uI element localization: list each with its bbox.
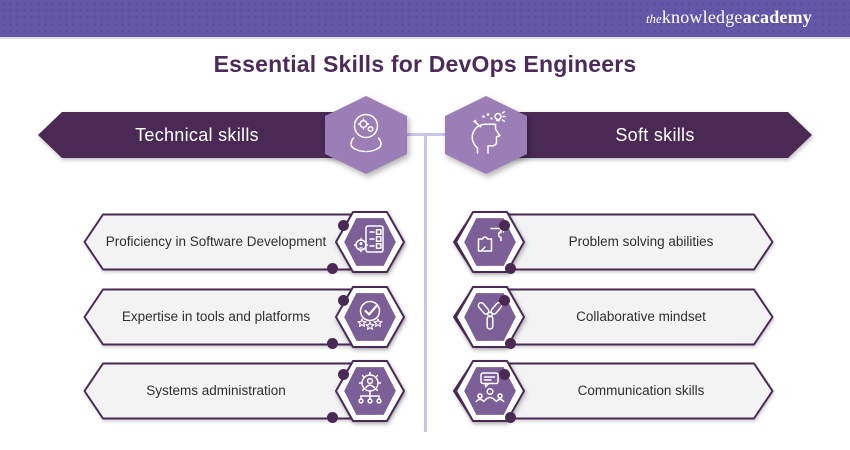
item-label: Problem solving abilities: [568, 234, 714, 250]
connector-dot: [338, 295, 349, 306]
item-label: Expertise in tools and platforms: [121, 309, 311, 325]
logo-academy: academy: [742, 7, 812, 27]
checklist-gear-person-icon: [335, 211, 405, 273]
connector-dot: [505, 338, 516, 349]
item-label: Systems administration: [146, 383, 286, 399]
connector-dot: [327, 338, 338, 349]
presenter-speech-icon: [455, 360, 525, 422]
joined-hands-icon: [455, 286, 525, 348]
item-arrow-shape: [453, 288, 774, 346]
connector-dot: [499, 369, 510, 380]
logo-the: the: [645, 11, 662, 26]
brand-logo: theknowledgeacademy: [646, 7, 812, 28]
technical-skills-banner-shape: Technical skills: [38, 112, 372, 158]
verified-check-stars-icon: [335, 286, 405, 348]
connector-dot: [505, 263, 516, 274]
item-arrow-shape: [453, 213, 774, 271]
connector-dot: [338, 220, 349, 231]
connector-dot: [499, 295, 510, 306]
connector-dot: [327, 412, 338, 423]
soft-item-communication: Communication skills: [452, 360, 774, 423]
technical-skills-hexagon: [322, 94, 410, 176]
hands-holding-globe-gear-icon: [325, 96, 407, 174]
gear-admin-network-icon: [335, 360, 405, 422]
technical-item-expertise: Expertise in tools and platforms: [83, 286, 405, 349]
soft-skills-hexagon: [442, 94, 530, 176]
item-label: Collaborative mindset: [576, 309, 706, 325]
connector-dot: [505, 412, 516, 423]
page-title: Essential Skills for DevOps Engineers: [213, 51, 637, 77]
logo-knowledge: knowledge: [661, 7, 743, 27]
connector-dot: [338, 369, 349, 380]
technical-skills-banner: Technical skills: [38, 112, 372, 158]
center-divider-line: [424, 134, 427, 432]
technical-item-proficiency: Proficiency in Software Development: [83, 211, 405, 274]
item-label: Proficiency in Software Development: [105, 234, 327, 250]
connector-dot: [327, 263, 338, 274]
top-bar: theknowledgeacademy: [0, 0, 850, 39]
open-head-ideas-icon: [445, 96, 527, 174]
puzzle-pieces-icon: [455, 211, 525, 273]
soft-skills-banner-shape: Soft skills: [482, 112, 812, 158]
soft-skills-heading: Soft skills: [615, 124, 695, 145]
soft-skills-banner: Soft skills: [482, 112, 812, 158]
item-arrow-shape: [453, 362, 774, 420]
soft-item-problem-solving: Problem solving abilities: [452, 211, 774, 274]
connector-dot: [499, 220, 510, 231]
technical-item-sysadmin: Systems administration: [83, 360, 405, 423]
item-label: Communication skills: [577, 383, 705, 399]
soft-item-collaborative: Collaborative mindset: [452, 286, 774, 349]
technical-skills-heading: Technical skills: [135, 124, 259, 145]
